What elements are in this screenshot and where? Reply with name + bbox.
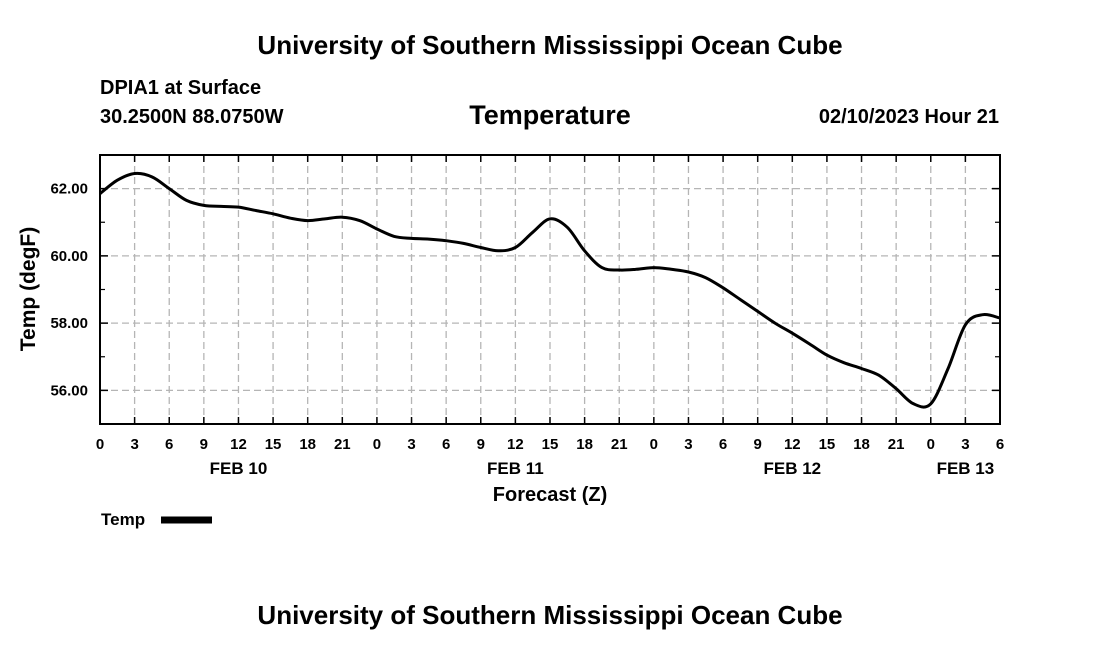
x-tick-label: 21	[334, 436, 351, 453]
x-tick-label: 12	[784, 436, 801, 453]
x-tick-label: 18	[576, 436, 593, 453]
x-tick-label: 21	[888, 436, 905, 453]
x-tick-label: 18	[853, 436, 870, 453]
x-tick-label: 6	[165, 436, 173, 453]
y-tick-label: 58.00	[50, 315, 88, 332]
x-tick-label: 9	[200, 436, 208, 453]
day-label: FEB 10	[210, 459, 268, 478]
x-axis-labels: 0 3 6 9 12 15 18 21 0 3 6 9 12 15 18 21 0 3 6 9 12 15 18 21 0 3 6	[96, 436, 1004, 453]
x-tick-label: 6	[996, 436, 1004, 453]
forecast-datetime: 02/10/2023 Hour 21	[818, 106, 999, 128]
footer-title: University of Southern Mississippi Ocean…	[257, 600, 843, 630]
x-tick-label: 3	[407, 436, 415, 453]
legend-label: Temp	[101, 510, 145, 529]
y-axis-labels: 56.00 58.00 60.00 62.00	[50, 181, 88, 400]
x-tick-label: 15	[542, 436, 559, 453]
variable-title: Temperature	[469, 100, 631, 130]
x-tick-label: 15	[819, 436, 836, 453]
coordinates-label: 30.2500N 88.0750W	[100, 106, 284, 128]
day-labels: FEB 10 FEB 11 FEB 12 FEB 13	[210, 459, 995, 478]
x-tick-label: 12	[507, 436, 524, 453]
x-tick-label: 0	[927, 436, 935, 453]
x-tick-label: 6	[719, 436, 727, 453]
day-label: FEB 12	[763, 459, 821, 478]
station-label: DPIA1 at Surface	[100, 77, 262, 99]
day-label: FEB 13	[937, 459, 995, 478]
x-tick-label: 18	[299, 436, 316, 453]
x-tick-label: 0	[373, 436, 381, 453]
x-tick-label: 9	[754, 436, 762, 453]
y-tick-label: 60.00	[50, 248, 88, 265]
x-tick-label: 12	[230, 436, 247, 453]
x-tick-label: 21	[611, 436, 628, 453]
axis-ticks	[99, 154, 1001, 425]
y-axis-title: Temp (degF)	[17, 227, 40, 351]
temp-series-line	[100, 171, 1000, 409]
x-tick-label: 3	[684, 436, 692, 453]
x-tick-label: 15	[265, 436, 282, 453]
x-tick-label: 0	[650, 436, 658, 453]
y-tick-label: 56.00	[50, 382, 88, 399]
x-tick-label: 6	[442, 436, 450, 453]
day-label: FEB 11	[487, 459, 544, 478]
y-tick-label: 62.00	[50, 181, 88, 198]
x-tick-label: 9	[477, 436, 485, 453]
x-tick-label: 3	[130, 436, 138, 453]
chart-title: University of Southern Mississippi Ocean…	[257, 30, 843, 60]
grid	[100, 155, 1000, 424]
x-tick-label: 0	[96, 436, 104, 453]
x-tick-label: 3	[961, 436, 969, 453]
x-axis-title: Forecast (Z)	[493, 484, 607, 506]
